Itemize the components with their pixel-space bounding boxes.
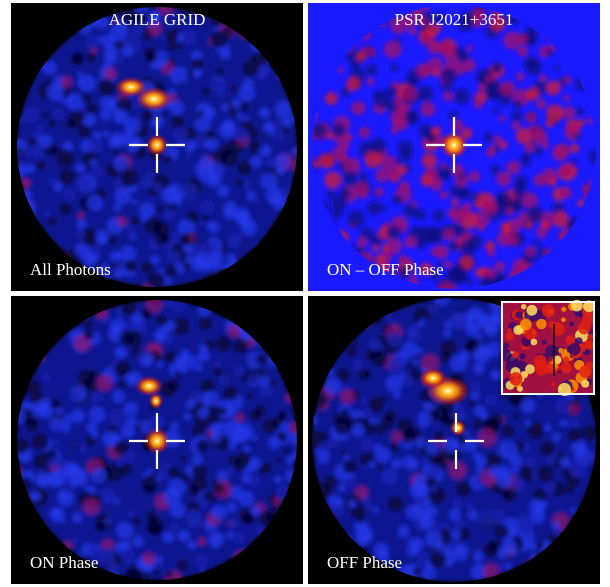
crosshair-marker	[426, 117, 482, 173]
panel-on-phase: ON Phase	[11, 296, 303, 584]
panel-label: ON – OFF Phase	[327, 260, 444, 279]
crosshair-marker	[428, 413, 484, 469]
panel-title: AGILE GRID	[108, 10, 206, 29]
panel-label: OFF Phase	[327, 553, 403, 572]
crosshair-marker	[129, 413, 185, 469]
panel-on-minus-off: PSR J2021+3651 ON – OFF Phase	[308, 3, 600, 291]
panel-label: All Photons	[30, 260, 111, 279]
panel-all-photons: AGILE GRID All Photons	[11, 3, 303, 291]
crosshair-marker	[129, 117, 185, 173]
panel-title: PSR J2021+3651	[394, 10, 514, 29]
inset-image	[499, 299, 596, 397]
panel-label: ON Phase	[30, 553, 99, 572]
intensity-map	[11, 296, 303, 584]
intensity-map	[308, 3, 600, 291]
zoom-inset	[501, 301, 595, 395]
intensity-map	[11, 3, 303, 291]
panel-off-phase: OFF Phase	[308, 296, 600, 584]
intensity-map	[308, 296, 600, 584]
